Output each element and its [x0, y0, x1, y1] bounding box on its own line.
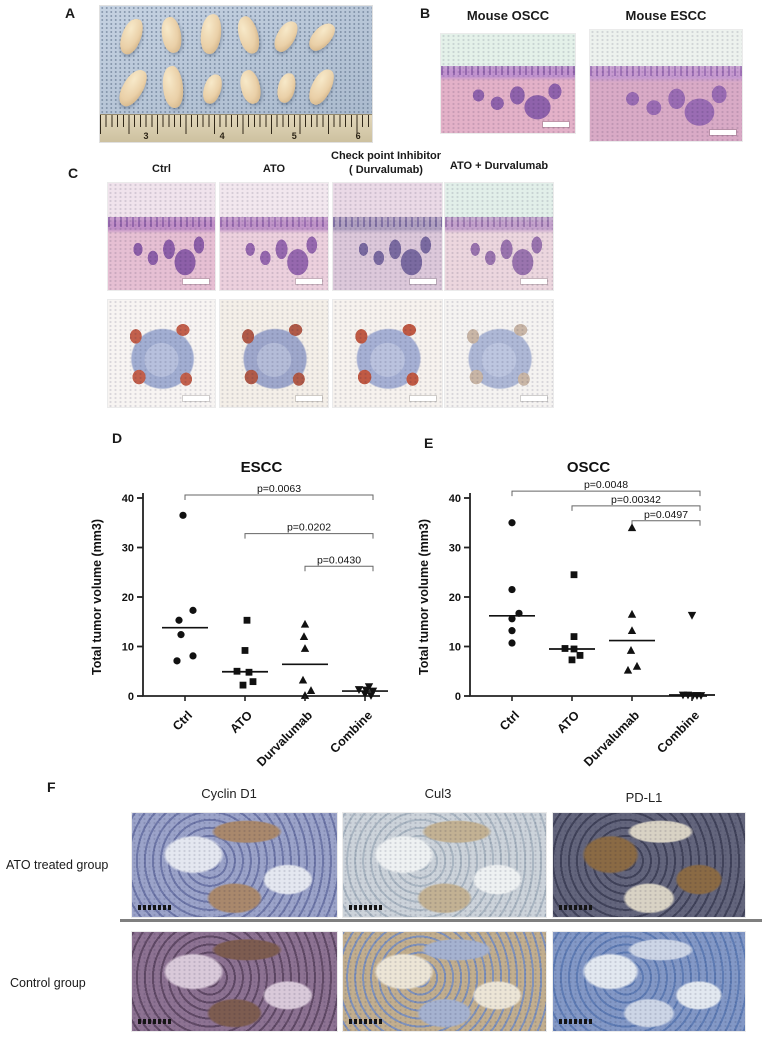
scale-bar	[349, 1019, 383, 1024]
scale-bar	[559, 1019, 593, 1024]
svg-text:ATO: ATO	[554, 708, 582, 736]
panel-a-photo: 3 4 5 6	[100, 6, 372, 142]
ihc-ato-cyclind1	[132, 813, 337, 917]
epithelium-band	[441, 65, 575, 75]
ihc-control-cul3	[343, 932, 546, 1031]
header-line: ( Durvalumab)	[349, 163, 423, 176]
scale-bar	[183, 396, 209, 401]
ruler: 3 4 5 6	[100, 114, 372, 142]
svg-text:ESCC: ESCC	[241, 459, 283, 476]
svg-text:0: 0	[455, 691, 461, 703]
header-line: ATO	[262, 163, 286, 175]
ihc-control-cyclind1	[132, 932, 337, 1031]
svg-text:10: 10	[122, 642, 134, 654]
svg-text:Combine: Combine	[327, 708, 375, 756]
he-micrograph-ato	[220, 183, 328, 290]
ihc-ato-cul3	[343, 813, 546, 917]
svg-text:30: 30	[449, 543, 461, 555]
oscc-scatter-chart: 0 10 20 30 40 OSCC Total tumor volume (mm3) p=0…	[417, 459, 715, 769]
panel-f-header-pdl1: PD-L1	[625, 790, 663, 805]
panel-c-header-ato: ATO	[220, 163, 328, 177]
scale-bar	[296, 279, 322, 284]
ruler-number: 3	[143, 131, 149, 141]
svg-text:40: 40	[449, 493, 461, 505]
epithelium-band	[590, 65, 742, 76]
header-line: Check point Inhibitor	[331, 150, 441, 162]
svg-text:p=0.0430: p=0.0430	[317, 554, 361, 566]
panel-d-label: D	[112, 430, 123, 446]
scale-bar	[138, 1019, 172, 1024]
node-micrograph-checkpoint	[333, 300, 442, 407]
he-micrograph-ctrl	[108, 183, 215, 290]
svg-text:Ctrl: Ctrl	[170, 708, 195, 733]
epithelium-band	[108, 217, 215, 227]
ihc-ato-pdl1	[553, 813, 745, 917]
epithelium-band	[333, 217, 442, 227]
scale-bar	[410, 279, 436, 284]
panel-f-header-cyclind1: Cyclin D1	[201, 786, 257, 801]
ruler-number: 6	[355, 131, 361, 141]
mouse-oscc-micrograph	[441, 34, 575, 133]
scale-bar	[543, 122, 569, 127]
svg-text:Total tumor volume (mm3): Total tumor volume (mm3)	[90, 519, 104, 675]
mouse-escc-micrograph	[590, 30, 742, 141]
header-line: Ctrl	[152, 163, 171, 175]
node-micrograph-ctrl	[108, 300, 215, 407]
node-micrograph-ato	[220, 300, 328, 407]
svg-text:10: 10	[449, 642, 461, 654]
svg-text:ATO: ATO	[227, 708, 255, 736]
panel-e-label: E	[424, 435, 434, 451]
scale-bar	[183, 279, 209, 284]
svg-text:40: 40	[122, 493, 134, 505]
panel-a-label: A	[65, 5, 76, 21]
panel-c-header-ctrl: Ctrl	[108, 163, 215, 177]
svg-text:p=0.0063: p=0.0063	[257, 483, 301, 495]
ihc-control-pdl1	[553, 932, 745, 1031]
svg-text:20: 20	[449, 592, 461, 604]
panel-c-header-checkpoint: Check point Inhibitor ( Durvalumab)	[330, 150, 442, 178]
ruler-number: 4	[219, 131, 225, 141]
scale-bar	[296, 396, 322, 401]
scale-bar	[521, 279, 547, 284]
panel-b-label: B	[420, 5, 431, 21]
panel-b-title-oscc: Mouse OSCC	[466, 8, 550, 23]
svg-text:0: 0	[128, 691, 134, 703]
panel-f-divider	[120, 919, 762, 922]
panel-c-label: C	[68, 165, 79, 181]
svg-text:p=0.0048: p=0.0048	[584, 479, 628, 491]
svg-text:p=0.0202: p=0.0202	[287, 522, 331, 534]
svg-text:OSCC: OSCC	[567, 459, 611, 476]
node-micrograph-combo	[445, 300, 553, 407]
epithelium-band	[445, 217, 553, 227]
scale-bar	[521, 396, 547, 401]
panel-c-header-combo: ATO + Durvalumab	[443, 160, 555, 174]
scale-bar	[559, 905, 593, 910]
svg-text:Combine: Combine	[654, 708, 702, 756]
svg-text:Total tumor volume (mm3): Total tumor volume (mm3)	[417, 519, 431, 675]
ruler-number: 5	[291, 131, 297, 141]
scale-bar	[349, 905, 383, 910]
epithelium-band	[220, 217, 328, 227]
panel-b-title-escc: Mouse ESCC	[625, 8, 707, 23]
header-line: ATO + Durvalumab	[449, 160, 549, 172]
panel-f-row-label-ato: ATO treated group	[6, 858, 109, 872]
svg-text:p=0.00342: p=0.00342	[611, 494, 661, 506]
scale-bar	[410, 396, 436, 401]
svg-text:Durvalumab: Durvalumab	[581, 708, 642, 769]
panel-f-header-cul3: Cul3	[424, 786, 452, 801]
he-micrograph-checkpoint	[333, 183, 442, 290]
panel-f-label: F	[47, 779, 56, 795]
svg-text:Ctrl: Ctrl	[497, 708, 522, 733]
scale-bar	[710, 130, 736, 135]
svg-text:Durvalumab: Durvalumab	[254, 708, 315, 769]
scale-bar	[138, 905, 172, 910]
escc-scatter-chart: 0 10 20 30 40 ESCC Total tumor volume (mm3) p=0…	[90, 459, 388, 769]
svg-text:p=0.0497: p=0.0497	[644, 509, 688, 521]
panel-f-row-label-control: Control group	[10, 976, 86, 990]
he-micrograph-combo	[445, 183, 553, 290]
svg-text:20: 20	[122, 592, 134, 604]
svg-text:30: 30	[122, 543, 134, 555]
